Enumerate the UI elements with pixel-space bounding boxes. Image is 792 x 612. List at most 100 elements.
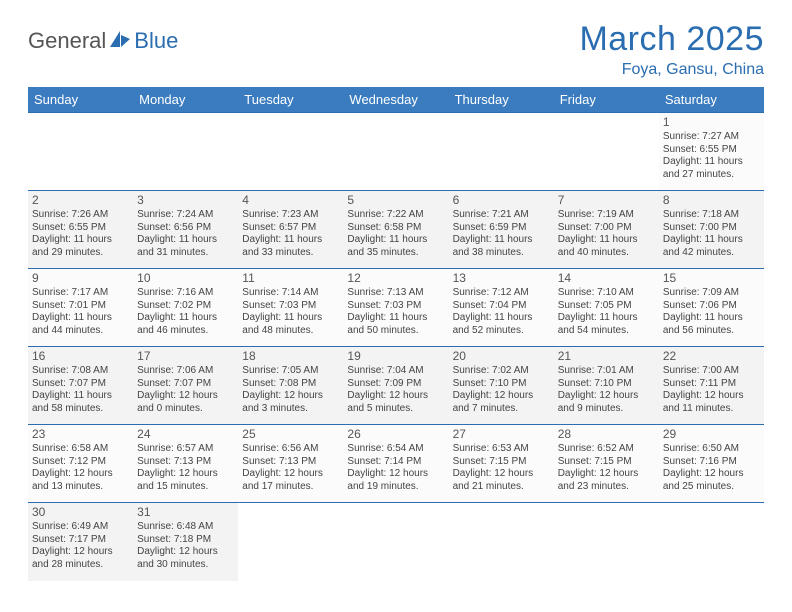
calendar-table: Sunday Monday Tuesday Wednesday Thursday… xyxy=(28,87,764,581)
sunrise-text: Sunrise: 6:50 AM xyxy=(663,443,760,456)
sunset-text: Sunset: 7:16 PM xyxy=(663,456,760,469)
calendar-cell: 17Sunrise: 7:06 AMSunset: 7:07 PMDayligh… xyxy=(133,347,238,425)
sunrise-text: Sunrise: 6:48 AM xyxy=(137,521,234,534)
sunset-text: Sunset: 6:55 PM xyxy=(663,144,760,157)
calendar-row: 23Sunrise: 6:58 AMSunset: 7:12 PMDayligh… xyxy=(28,425,764,503)
sunset-text: Sunset: 7:10 PM xyxy=(453,378,550,391)
sunrise-text: Sunrise: 7:08 AM xyxy=(32,365,129,378)
day-number: 13 xyxy=(453,271,550,286)
sunset-text: Sunset: 7:15 PM xyxy=(453,456,550,469)
day-number: 31 xyxy=(137,505,234,520)
sunrise-text: Sunrise: 7:00 AM xyxy=(663,365,760,378)
sunset-text: Sunset: 7:13 PM xyxy=(242,456,339,469)
day-number: 21 xyxy=(558,349,655,364)
sunrise-text: Sunrise: 6:54 AM xyxy=(347,443,444,456)
day-number: 19 xyxy=(347,349,444,364)
daylight-text: Daylight: 11 hours and 35 minutes. xyxy=(347,234,444,259)
calendar-cell xyxy=(343,113,448,191)
sunrise-text: Sunrise: 6:57 AM xyxy=(137,443,234,456)
sunset-text: Sunset: 6:59 PM xyxy=(453,222,550,235)
sunset-text: Sunset: 7:10 PM xyxy=(558,378,655,391)
sunrise-text: Sunrise: 7:06 AM xyxy=(137,365,234,378)
calendar-row: 2Sunrise: 7:26 AMSunset: 6:55 PMDaylight… xyxy=(28,191,764,269)
day-number: 5 xyxy=(347,193,444,208)
calendar-cell: 22Sunrise: 7:00 AMSunset: 7:11 PMDayligh… xyxy=(659,347,764,425)
sunrise-text: Sunrise: 7:14 AM xyxy=(242,287,339,300)
daylight-text: Daylight: 12 hours and 3 minutes. xyxy=(242,390,339,415)
calendar-cell xyxy=(238,113,343,191)
sunset-text: Sunset: 7:11 PM xyxy=(663,378,760,391)
day-number: 14 xyxy=(558,271,655,286)
sunrise-text: Sunrise: 7:23 AM xyxy=(242,209,339,222)
daylight-text: Daylight: 12 hours and 21 minutes. xyxy=(453,468,550,493)
daylight-text: Daylight: 11 hours and 52 minutes. xyxy=(453,312,550,337)
day-header-row: Sunday Monday Tuesday Wednesday Thursday… xyxy=(28,87,764,113)
sunset-text: Sunset: 7:07 PM xyxy=(32,378,129,391)
sunset-text: Sunset: 7:06 PM xyxy=(663,300,760,313)
daylight-text: Daylight: 12 hours and 23 minutes. xyxy=(558,468,655,493)
sunset-text: Sunset: 7:14 PM xyxy=(347,456,444,469)
calendar-cell: 10Sunrise: 7:16 AMSunset: 7:02 PMDayligh… xyxy=(133,269,238,347)
calendar-cell: 11Sunrise: 7:14 AMSunset: 7:03 PMDayligh… xyxy=(238,269,343,347)
sunrise-text: Sunrise: 7:26 AM xyxy=(32,209,129,222)
daylight-text: Daylight: 11 hours and 46 minutes. xyxy=(137,312,234,337)
daylight-text: Daylight: 11 hours and 42 minutes. xyxy=(663,234,760,259)
daylight-text: Daylight: 11 hours and 33 minutes. xyxy=(242,234,339,259)
day-number: 17 xyxy=(137,349,234,364)
month-title: March 2025 xyxy=(579,20,764,59)
calendar-cell: 31Sunrise: 6:48 AMSunset: 7:18 PMDayligh… xyxy=(133,503,238,581)
day-number: 24 xyxy=(137,427,234,442)
day-number: 25 xyxy=(242,427,339,442)
calendar-cell: 1Sunrise: 7:27 AMSunset: 6:55 PMDaylight… xyxy=(659,113,764,191)
logo-text-blue: Blue xyxy=(134,28,178,54)
day-number: 15 xyxy=(663,271,760,286)
calendar-cell: 2Sunrise: 7:26 AMSunset: 6:55 PMDaylight… xyxy=(28,191,133,269)
logo: General Blue xyxy=(28,20,178,54)
sunrise-text: Sunrise: 7:12 AM xyxy=(453,287,550,300)
day-number: 2 xyxy=(32,193,129,208)
sunrise-text: Sunrise: 7:02 AM xyxy=(453,365,550,378)
daylight-text: Daylight: 11 hours and 48 minutes. xyxy=(242,312,339,337)
location: Foya, Gansu, China xyxy=(579,61,764,79)
calendar-cell: 29Sunrise: 6:50 AMSunset: 7:16 PMDayligh… xyxy=(659,425,764,503)
day-number: 18 xyxy=(242,349,339,364)
calendar-cell: 4Sunrise: 7:23 AMSunset: 6:57 PMDaylight… xyxy=(238,191,343,269)
sunset-text: Sunset: 7:04 PM xyxy=(453,300,550,313)
day-number: 3 xyxy=(137,193,234,208)
sunset-text: Sunset: 7:03 PM xyxy=(242,300,339,313)
sunrise-text: Sunrise: 7:05 AM xyxy=(242,365,339,378)
day-number: 20 xyxy=(453,349,550,364)
calendar-cell: 16Sunrise: 7:08 AMSunset: 7:07 PMDayligh… xyxy=(28,347,133,425)
sunset-text: Sunset: 7:05 PM xyxy=(558,300,655,313)
calendar-cell: 7Sunrise: 7:19 AMSunset: 7:00 PMDaylight… xyxy=(554,191,659,269)
title-block: March 2025 Foya, Gansu, China xyxy=(579,20,764,79)
day-header: Saturday xyxy=(659,87,764,113)
daylight-text: Daylight: 11 hours and 29 minutes. xyxy=(32,234,129,259)
calendar-cell: 19Sunrise: 7:04 AMSunset: 7:09 PMDayligh… xyxy=(343,347,448,425)
daylight-text: Daylight: 12 hours and 0 minutes. xyxy=(137,390,234,415)
sunrise-text: Sunrise: 7:27 AM xyxy=(663,131,760,144)
day-number: 10 xyxy=(137,271,234,286)
day-number: 28 xyxy=(558,427,655,442)
day-number: 16 xyxy=(32,349,129,364)
sunrise-text: Sunrise: 7:24 AM xyxy=(137,209,234,222)
day-number: 12 xyxy=(347,271,444,286)
calendar-cell: 20Sunrise: 7:02 AMSunset: 7:10 PMDayligh… xyxy=(449,347,554,425)
daylight-text: Daylight: 11 hours and 38 minutes. xyxy=(453,234,550,259)
calendar-cell xyxy=(28,113,133,191)
sunset-text: Sunset: 7:18 PM xyxy=(137,534,234,547)
logo-text-general: General xyxy=(28,28,106,54)
calendar-cell: 24Sunrise: 6:57 AMSunset: 7:13 PMDayligh… xyxy=(133,425,238,503)
calendar-cell: 27Sunrise: 6:53 AMSunset: 7:15 PMDayligh… xyxy=(449,425,554,503)
day-number: 8 xyxy=(663,193,760,208)
sunset-text: Sunset: 7:01 PM xyxy=(32,300,129,313)
calendar-cell xyxy=(238,503,343,581)
daylight-text: Daylight: 12 hours and 11 minutes. xyxy=(663,390,760,415)
calendar-row: 16Sunrise: 7:08 AMSunset: 7:07 PMDayligh… xyxy=(28,347,764,425)
daylight-text: Daylight: 11 hours and 58 minutes. xyxy=(32,390,129,415)
calendar-cell xyxy=(449,503,554,581)
sunrise-text: Sunrise: 7:10 AM xyxy=(558,287,655,300)
header: General Blue March 2025 Foya, Gansu, Chi… xyxy=(28,20,764,79)
day-number: 1 xyxy=(663,115,760,130)
daylight-text: Daylight: 12 hours and 25 minutes. xyxy=(663,468,760,493)
